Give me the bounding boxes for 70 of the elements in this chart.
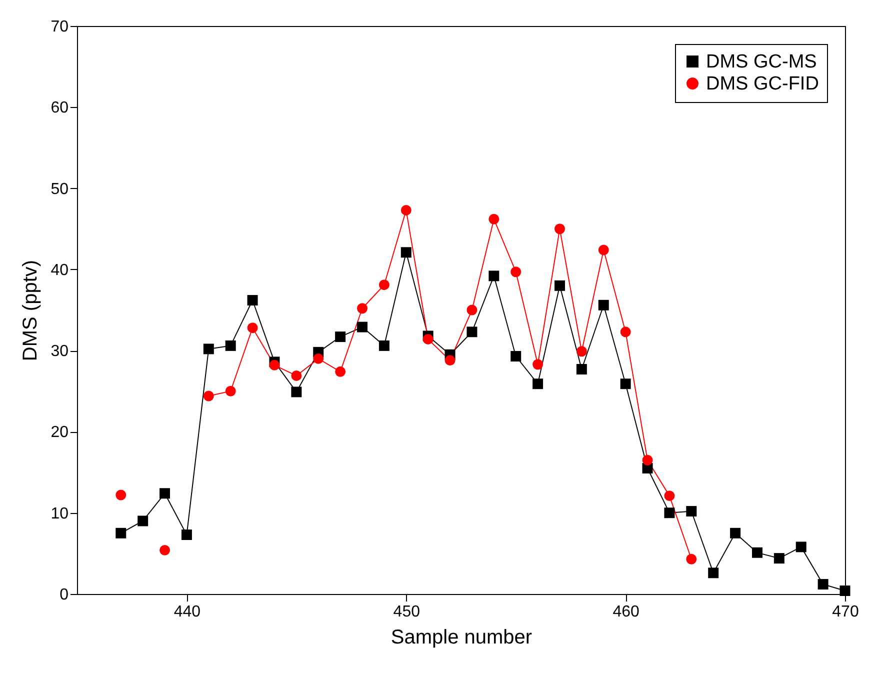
point bbox=[466, 304, 478, 316]
point bbox=[181, 530, 192, 540]
point bbox=[138, 516, 148, 526]
point bbox=[335, 366, 346, 377]
y-tick-label: 10 bbox=[50, 505, 69, 522]
point bbox=[203, 344, 214, 354]
point bbox=[708, 568, 719, 578]
point bbox=[532, 359, 544, 370]
point bbox=[335, 332, 346, 342]
point bbox=[269, 360, 280, 370]
y-tick-label: 30 bbox=[50, 343, 69, 360]
point bbox=[840, 586, 850, 596]
point bbox=[554, 280, 565, 291]
point bbox=[664, 508, 675, 518]
y-tick-label: 50 bbox=[50, 180, 69, 198]
point bbox=[576, 346, 587, 357]
y-axis-title: DMS (pptv) bbox=[20, 260, 42, 362]
point bbox=[774, 553, 784, 564]
point bbox=[225, 340, 236, 351]
point bbox=[686, 506, 697, 516]
point bbox=[116, 528, 126, 538]
point bbox=[796, 542, 806, 552]
point bbox=[818, 579, 828, 590]
point bbox=[554, 224, 565, 234]
point bbox=[620, 326, 631, 338]
point bbox=[488, 214, 500, 224]
x-axis-title: Sample number bbox=[390, 626, 532, 648]
point bbox=[664, 490, 675, 502]
point bbox=[203, 390, 214, 402]
point bbox=[444, 355, 456, 366]
point bbox=[400, 204, 412, 216]
legend-label: DMS GC-FID bbox=[706, 74, 819, 94]
legend-label: DMS GC-MS bbox=[706, 52, 817, 72]
point bbox=[466, 326, 478, 338]
point bbox=[247, 322, 258, 334]
point bbox=[247, 295, 258, 306]
point bbox=[510, 351, 522, 362]
y-tick-label: 70 bbox=[50, 18, 69, 36]
point bbox=[378, 280, 390, 290]
point bbox=[422, 334, 434, 344]
point bbox=[116, 490, 126, 500]
point bbox=[598, 244, 609, 256]
point bbox=[510, 266, 522, 278]
point bbox=[160, 488, 170, 499]
point bbox=[357, 303, 368, 314]
point bbox=[686, 554, 697, 564]
x-tick-label: 470 bbox=[832, 604, 859, 620]
point bbox=[532, 378, 544, 390]
point bbox=[730, 528, 741, 538]
point bbox=[291, 386, 302, 398]
x-tick-label: 450 bbox=[393, 604, 420, 620]
y-tick-label: 0 bbox=[60, 586, 69, 604]
point bbox=[225, 386, 236, 396]
point bbox=[160, 544, 170, 556]
y-tick-label: 60 bbox=[50, 100, 69, 117]
point bbox=[400, 247, 412, 258]
point bbox=[313, 353, 324, 364]
point bbox=[357, 322, 368, 332]
y-tick-label: 40 bbox=[50, 262, 69, 279]
point bbox=[752, 547, 762, 558]
point bbox=[642, 454, 653, 466]
point bbox=[620, 378, 631, 390]
point bbox=[488, 270, 500, 282]
y-tick-label: 20 bbox=[50, 424, 69, 442]
x-tick-label: 440 bbox=[174, 604, 201, 620]
x-tick-label: 460 bbox=[612, 604, 640, 620]
point bbox=[598, 300, 609, 310]
point bbox=[291, 370, 302, 381]
point bbox=[378, 340, 390, 351]
point bbox=[576, 364, 587, 374]
